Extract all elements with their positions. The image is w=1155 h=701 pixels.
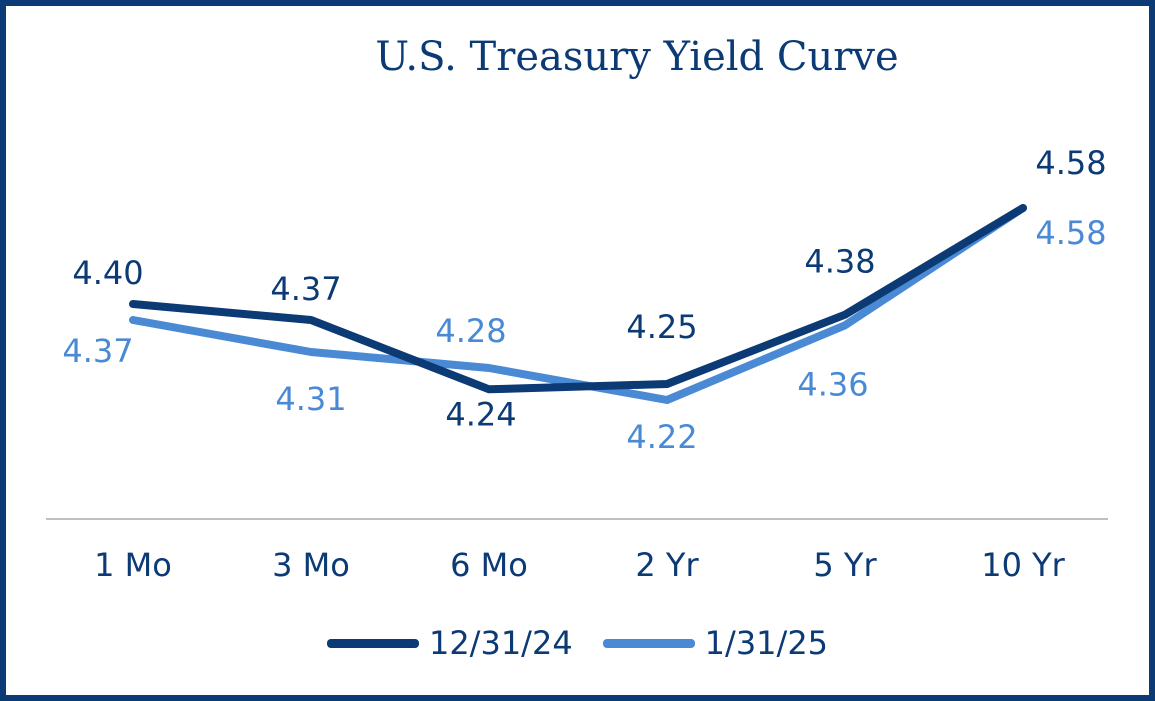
x-axis-tick-labels: 1 Mo 3 Mo 6 Mo 2 Yr 5 Yr 10 Yr	[94, 546, 1066, 584]
data-label-12-31-24: 4.38	[804, 243, 875, 281]
legend: 12/31/24 1/31/25	[0, 618, 1155, 668]
legend-swatch-1-31-25	[602, 638, 695, 648]
series-line-1-31-25	[129, 204, 1027, 404]
data-label-12-31-24: 4.40	[72, 254, 143, 292]
legend-item-12-31-24: 12/31/24	[326, 624, 573, 662]
x-tick-label: 2 Yr	[635, 546, 699, 584]
legend-label-12-31-24: 12/31/24	[428, 624, 573, 662]
data-label-1-31-25: 4.22	[626, 418, 697, 456]
series-lines	[129, 204, 1027, 404]
data-label-1-31-25: 4.58	[1035, 214, 1106, 252]
data-labels: 4.40 4.37 4.24 4.25 4.38 4.58 4.37 4.31 4.28 4.22…	[62, 144, 1106, 456]
x-tick-label: 3 Mo	[272, 546, 350, 584]
data-label-12-31-24: 4.24	[445, 395, 516, 433]
data-label-1-31-25: 4.37	[62, 332, 133, 370]
x-tick-label: 10 Yr	[981, 546, 1065, 584]
x-tick-label: 5 Yr	[813, 546, 877, 584]
legend-label-1-31-25: 1/31/25	[704, 624, 829, 662]
data-label-12-31-24: 4.58	[1035, 144, 1106, 182]
data-label-1-31-25: 4.28	[435, 312, 506, 350]
series-line-12-31-24	[129, 204, 1027, 394]
legend-item-1-31-25: 1/31/25	[602, 624, 829, 662]
data-label-1-31-25: 4.31	[275, 380, 346, 418]
data-label-12-31-24: 4.37	[270, 270, 341, 308]
x-tick-label: 6 Mo	[450, 546, 528, 584]
chart-title: U.S. Treasury Yield Curve	[375, 34, 899, 80]
x-tick-label: 1 Mo	[94, 546, 172, 584]
data-label-1-31-25: 4.36	[797, 365, 868, 403]
legend-swatch-12-31-24	[326, 638, 419, 648]
data-label-12-31-24: 4.25	[626, 308, 697, 346]
